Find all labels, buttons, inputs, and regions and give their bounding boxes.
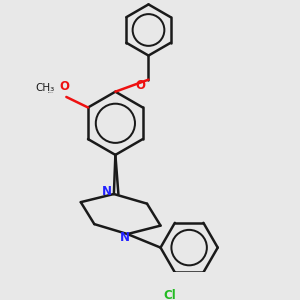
Text: CH₃: CH₃ [36,83,55,93]
Text: methoxy: methoxy [48,92,54,93]
Text: O: O [60,80,70,93]
Text: N: N [102,184,112,197]
Text: O: O [136,79,146,92]
Text: Cl: Cl [163,289,176,300]
Text: N: N [119,231,129,244]
